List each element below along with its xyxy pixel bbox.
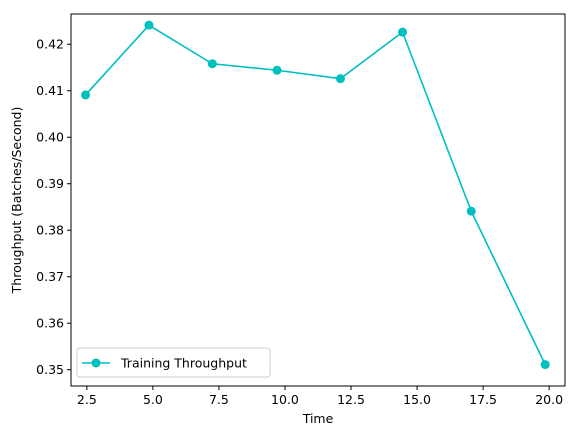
x-tick-label: 10.0: [271, 392, 299, 407]
x-tick-label: 15.0: [403, 392, 431, 407]
y-tick-label: 0.35: [36, 362, 64, 377]
y-tick-label: 0.36: [36, 316, 64, 331]
data-point: [540, 360, 550, 370]
series-line: [84, 24, 546, 365]
y-tick-label: 0.37: [36, 269, 64, 284]
x-tick-label: 2.5: [77, 392, 97, 407]
y-tick-label: 0.39: [36, 176, 64, 191]
x-axis-label: Time: [302, 411, 334, 426]
x-tick-label: 7.5: [209, 392, 229, 407]
legend: Training Throughput: [76, 347, 271, 378]
data-point: [335, 74, 345, 84]
series-layer: [81, 20, 550, 370]
data-point: [207, 59, 217, 69]
x-tick-label: 20.0: [535, 392, 563, 407]
y-axis-ticks: 0.35 0.36 0.37 0.38 0.39 0.40 0.41 0.42: [36, 37, 71, 377]
y-tick-label: 0.38: [36, 223, 64, 238]
data-point: [81, 90, 91, 100]
x-axis-ticks: 2.5 5.0 7.5 10.0 12.5 15.0 17.5 20.0: [77, 386, 563, 407]
x-tick-label: 12.5: [337, 392, 365, 407]
y-tick-label: 0.42: [36, 37, 64, 52]
legend-label: Training Throughput: [120, 356, 247, 371]
legend-marker: [91, 358, 101, 368]
y-tick-label: 0.41: [36, 83, 64, 98]
data-point: [272, 65, 282, 75]
y-tick-label: 0.40: [36, 130, 64, 145]
y-axis-label: Throughput (Batches/Second): [9, 107, 24, 295]
plot-area: [70, 13, 566, 387]
legend-box: [76, 347, 271, 378]
data-point: [466, 206, 476, 216]
data-point: [398, 27, 408, 37]
data-point: [144, 20, 154, 30]
x-tick-label: 17.5: [469, 392, 497, 407]
x-tick-label: 5.0: [143, 392, 163, 407]
